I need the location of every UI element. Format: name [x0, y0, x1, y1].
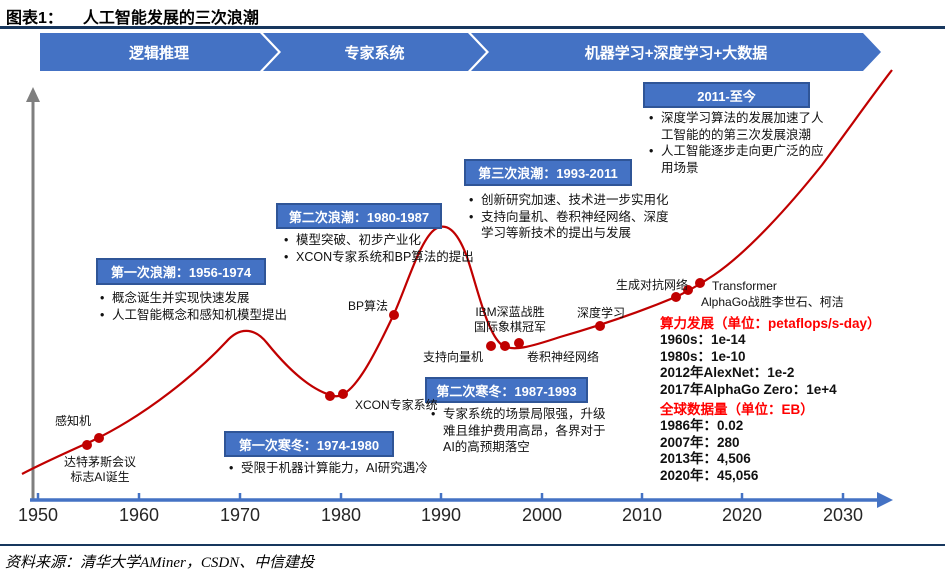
- y-axis: [26, 87, 40, 500]
- bullet-item: 支持向量机、卷积神经网络、深度学习等新技术的提出与发展: [467, 209, 673, 242]
- stat-line: 2012年AlexNet：1e-2: [660, 365, 795, 381]
- milestone-dot: [338, 389, 348, 399]
- milestone-dartmouth-line2: 标志AI诞生: [70, 470, 130, 484]
- x-tick-1950: 1950: [17, 505, 59, 525]
- x-tick-1960: 1960: [118, 505, 160, 525]
- stat-line: 2013年：4,506: [660, 451, 751, 467]
- x-axis: [30, 492, 893, 508]
- compute-stats-header: 算力发展（单位：petaflops/s-day）: [660, 316, 881, 331]
- winter1-title: 第一次寒冬：1974-1980: [238, 437, 380, 453]
- milestone-ibm-line1: IBM深蓝战胜: [475, 305, 545, 319]
- milestone-ibm: IBM深蓝战胜 国际象棋冠军: [464, 305, 556, 335]
- figure-title-text: 人工智能发展的三次浪潮: [82, 10, 259, 27]
- wave2-bullets: 模型突破、初步产业化 XCON专家系统和BP算法的提出: [282, 232, 507, 265]
- wave4-title: 2011-至今: [697, 88, 756, 104]
- bullet-item: 创新研究加速、技术进一步实用化: [467, 192, 673, 209]
- bullet-item: 人工智能逐步走向更广泛的应用场景: [647, 143, 831, 176]
- winter1-box: 第一次寒冬：1974-1980: [224, 431, 394, 457]
- wave1-box: 第一次浪潮：1956-1974: [96, 258, 266, 285]
- banner-segment-label: 专家系统: [344, 44, 405, 62]
- wave3-box: 第三次浪潮：1993-2011: [464, 159, 632, 186]
- milestone-perceptron: 感知机: [55, 414, 92, 428]
- x-tick-2020: 2020: [721, 505, 763, 525]
- x-tick-2030: 2030: [822, 505, 864, 525]
- milestone-transformer: Transformer: [712, 279, 777, 293]
- stat-line: 1980s：1e-10: [660, 348, 746, 364]
- x-tick-2000: 2000: [521, 505, 563, 525]
- bottom-divider: [0, 544, 945, 546]
- wave2-title: 第二次浪潮：1980-1987: [288, 209, 430, 225]
- wave4-bullets: 深度学习算法的发展加速了人工智能的的第三次发展浪潮 人工智能逐步走向更广泛的应用…: [647, 110, 831, 176]
- milestone-dartmouth: 达特茅斯会议 标志AI诞生: [48, 455, 152, 485]
- source-note: 资料来源：清华大学AMiner，CSDN、中信建投: [5, 555, 315, 571]
- milestone-xcon: XCON专家系统: [355, 398, 438, 412]
- milestone-dot: [671, 292, 681, 302]
- winter2-box: 第二次寒冬：1987-1993: [425, 377, 588, 403]
- data-volume-stats: 全球数据量（单位：EB） 1986年：0.02 2007年：280 2013年：…: [660, 402, 814, 484]
- milestone-cnn: 卷积神经网络: [527, 350, 600, 364]
- stat-line: 2007年：280: [660, 434, 740, 450]
- milestone-dot: [683, 285, 693, 295]
- milestone-dots: [82, 278, 705, 450]
- bullet-item: 人工智能概念和感知机模型提出: [98, 307, 313, 324]
- bullet-item: 模型突破、初步产业化: [282, 232, 507, 249]
- banner-segment-ml: 机器学习+深度学习+大数据: [471, 33, 881, 71]
- milestone-dot: [500, 341, 510, 351]
- wave3-title: 第三次浪潮：1993-2011: [478, 166, 618, 181]
- bullet-item: 专家系统的场景局限强，升级难且维护费用高昂，各界对于AI的高预期落空: [429, 406, 609, 456]
- x-tick-1990: 1990: [420, 505, 462, 525]
- wave1-title: 第一次浪潮：1956-1974: [110, 265, 252, 280]
- milestone-dot: [325, 391, 335, 401]
- milestone-dartmouth-line1: 达特茅斯会议: [63, 455, 136, 469]
- milestone-gan: 生成对抗网络: [616, 278, 689, 292]
- bullet-item: 深度学习算法的发展加速了人工智能的的第三次发展浪潮: [647, 110, 831, 143]
- milestone-alphago: AlphaGo战胜李世石、柯洁: [701, 295, 844, 309]
- milestone-svm: 支持向量机: [423, 350, 484, 364]
- milestone-dot: [514, 338, 524, 348]
- wave3-bullets: 创新研究加速、技术进一步实用化 支持向量机、卷积神经网络、深度学习等新技术的提出…: [467, 192, 673, 242]
- milestone-dot: [94, 433, 104, 443]
- data-volume-stats-header: 全球数据量（单位：EB）: [660, 402, 814, 417]
- banner-segment-expert: 专家系统: [263, 33, 486, 71]
- banner-segment-logic: 逻辑推理: [40, 33, 278, 71]
- winter2-title: 第二次寒冬：1987-1993: [436, 383, 577, 399]
- x-axis-ticks: [36, 493, 845, 500]
- milestone-deep-learning: 深度学习: [577, 306, 626, 320]
- milestone-ibm-line2: 国际象棋冠军: [473, 320, 546, 334]
- figure-title-prefix: 图表1：: [6, 10, 63, 27]
- milestone-dot: [595, 321, 605, 331]
- wave4-box: 2011-至今: [643, 82, 810, 108]
- milestone-bp: BP算法: [348, 299, 389, 313]
- milestone-dot: [82, 440, 92, 450]
- stat-line: 1960s：1e-14: [660, 332, 746, 348]
- bullet-item: 受限于机器计算能力，AI研究遇冷: [227, 460, 457, 477]
- top-divider: [0, 26, 945, 29]
- wave2-box: 第二次浪潮：1980-1987: [276, 203, 442, 229]
- figure-title: 图表1： 人工智能发展的三次浪潮: [6, 4, 259, 28]
- stat-line: 1986年：0.02: [660, 418, 744, 434]
- winter2-bullets: 专家系统的场景局限强，升级难且维护费用高昂，各界对于AI的高预期落空: [429, 406, 609, 456]
- wave1-bullets: 概念诞生并实现快速发展 人工智能概念和感知机模型提出: [98, 290, 313, 323]
- x-tick-2010: 2010: [621, 505, 663, 525]
- banner-segment-label: 逻辑推理: [128, 44, 189, 62]
- x-tick-1970: 1970: [219, 505, 261, 525]
- milestone-dot: [486, 341, 496, 351]
- x-tick-1980: 1980: [320, 505, 362, 525]
- bullet-item: XCON专家系统和BP算法的提出: [282, 249, 507, 266]
- winter1-bullets: 受限于机器计算能力，AI研究遇冷: [227, 460, 457, 477]
- milestone-dot: [389, 310, 399, 320]
- compute-stats: 算力发展（单位：petaflops/s-day） 1960s：1e-14 198…: [660, 316, 881, 398]
- bullet-item: 概念诞生并实现快速发展: [98, 290, 313, 307]
- stat-line: 2017年AlphaGo Zero：1e+4: [660, 381, 837, 397]
- stat-line: 2020年：45,056: [660, 467, 759, 483]
- milestone-dot: [695, 278, 705, 288]
- banner-segment-label: 机器学习+深度学习+大数据: [584, 44, 768, 62]
